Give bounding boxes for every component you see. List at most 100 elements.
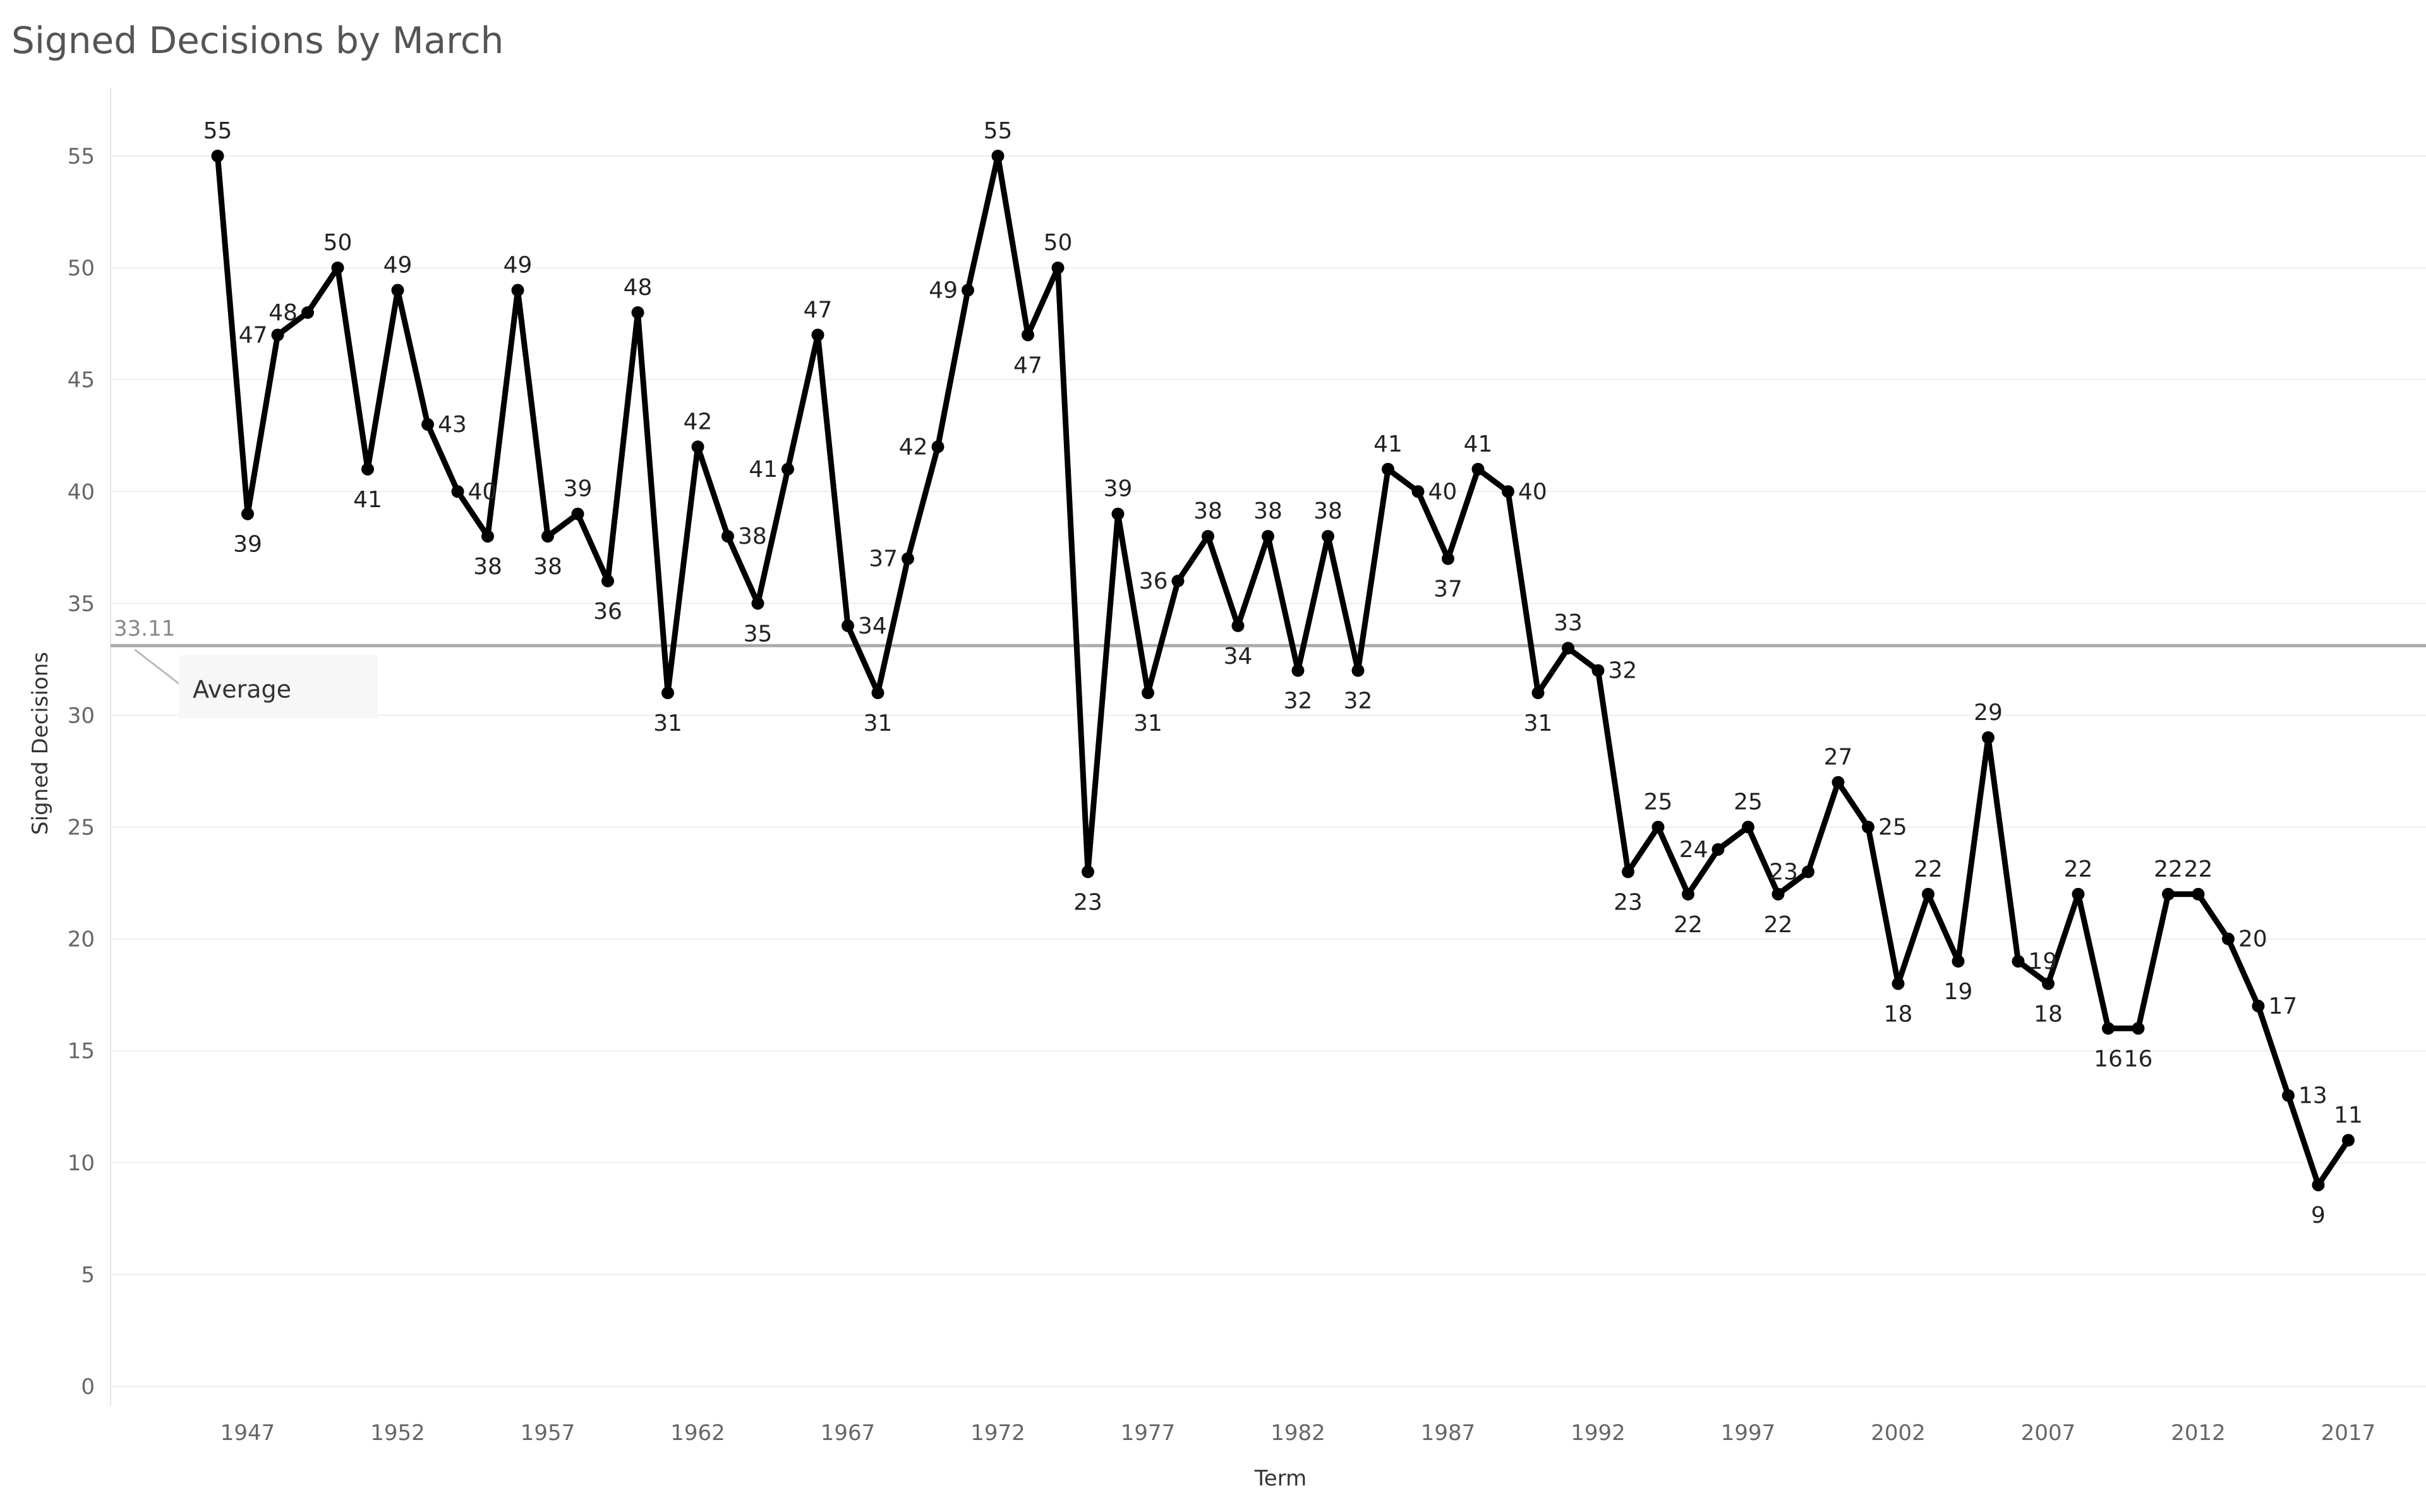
data-point-1947 [241, 507, 254, 520]
data-point-1966 [811, 328, 824, 342]
y-tick-label-50: 50 [68, 256, 95, 281]
data-label-1989: 40 [1518, 479, 1547, 505]
data-point-1965 [782, 462, 794, 476]
y-axis-title: Signed Decisions [28, 652, 53, 835]
data-point-1967 [842, 619, 854, 632]
data-label-1950: 50 [323, 230, 353, 256]
grid-lines [111, 155, 2426, 1387]
data-point-2011 [2162, 887, 2175, 901]
data-point-1948 [271, 328, 284, 342]
data-label-1980: 34 [1224, 644, 1253, 669]
x-tick-label-1952: 1952 [370, 1420, 425, 1446]
data-label-2005: 29 [1974, 700, 2003, 726]
data-point-1955 [481, 530, 494, 543]
data-point-1982 [1291, 664, 1305, 677]
x-tick-label-1982: 1982 [1270, 1420, 1325, 1446]
data-point-1983 [1322, 530, 1334, 543]
data-point-1987 [1442, 552, 1454, 565]
y-tick-label-40: 40 [68, 479, 95, 505]
data-point-1971 [962, 284, 974, 297]
y-tick-label-30: 30 [68, 703, 95, 728]
data-label-2014: 17 [2269, 993, 2298, 1019]
data-label-1970: 42 [899, 434, 928, 460]
data-label-1951: 41 [353, 487, 382, 513]
data-point-1981 [1262, 530, 1274, 543]
data-label-1987: 37 [1433, 577, 1463, 603]
data-point-1946 [211, 150, 224, 162]
data-label-1947: 39 [233, 532, 262, 558]
chart-title: Signed Decisions by March [11, 19, 504, 62]
data-point-1951 [361, 462, 374, 476]
data-label-2016: 9 [2311, 1203, 2326, 1228]
data-label-1999: 23 [1769, 859, 1798, 885]
data-label-1985: 41 [1373, 431, 1403, 457]
data-label-1964: 35 [744, 621, 773, 647]
data-label-1948: 47 [239, 322, 268, 348]
y-tick-label-10: 10 [68, 1151, 95, 1176]
data-label-1988: 41 [1464, 431, 1493, 457]
data-label-1998: 22 [1764, 912, 1793, 938]
data-point-1988 [1471, 462, 1485, 476]
x-tick-label-2002: 2002 [1871, 1420, 1926, 1446]
x-tick-label-1997: 1997 [1721, 1420, 1776, 1446]
data-label-1978: 36 [1139, 568, 1168, 594]
data-point-2017 [2342, 1134, 2355, 1147]
data-labels: 5539474850414943403849383936483142383541… [203, 118, 2363, 1228]
y-tick-label-15: 15 [68, 1039, 95, 1064]
y-tick-label-20: 20 [68, 927, 95, 952]
data-label-1992: 32 [1608, 658, 1638, 684]
data-point-2016 [2312, 1179, 2325, 1192]
data-point-1998 [1771, 887, 1785, 901]
data-point-1950 [331, 261, 344, 275]
x-tick-label-2017: 2017 [2321, 1420, 2376, 1446]
x-tick-label-1962: 1962 [670, 1420, 725, 1446]
data-label-1994: 25 [1644, 789, 1673, 815]
data-label-2003: 22 [1914, 856, 1943, 882]
data-point-1978 [1171, 574, 1185, 587]
data-points [211, 150, 2355, 1192]
x-tick-label-1967: 1967 [821, 1420, 876, 1446]
data-label-1993: 23 [1614, 889, 1643, 915]
data-label-1972: 55 [984, 118, 1013, 144]
data-point-1957 [541, 530, 554, 543]
data-point-1962 [691, 440, 704, 453]
data-point-1974 [1051, 261, 1065, 275]
data-point-1994 [1651, 820, 1665, 834]
average-leader-line [134, 649, 179, 685]
data-label-1965: 41 [749, 457, 778, 483]
x-tick-label-1987: 1987 [1421, 1420, 1476, 1446]
data-point-1976 [1111, 507, 1125, 520]
data-label-1977: 31 [1133, 711, 1162, 736]
data-point-1990 [1531, 687, 1545, 700]
data-point-1961 [661, 687, 674, 700]
data-point-2010 [2132, 1022, 2145, 1035]
data-point-1969 [902, 552, 914, 565]
data-point-1999 [1802, 865, 1814, 879]
data-label-1968: 31 [864, 711, 893, 736]
data-label-2006: 19 [2029, 949, 2058, 975]
data-point-1991 [1562, 642, 1574, 655]
data-point-1980 [1231, 619, 1245, 632]
data-label-1963: 38 [738, 524, 767, 549]
data-point-1953 [421, 418, 434, 431]
x-tick-label-1947: 1947 [220, 1420, 275, 1446]
data-point-2009 [2102, 1022, 2115, 1035]
data-label-2008: 22 [2064, 856, 2093, 882]
x-axis-title: Term [1254, 1466, 1307, 1491]
data-point-1984 [1351, 664, 1365, 677]
data-label-1983: 38 [1313, 498, 1343, 524]
data-label-1975: 23 [1073, 889, 1102, 915]
data-point-1964 [751, 597, 764, 610]
data-label-2002: 18 [1884, 1001, 1913, 1027]
data-label-1961: 31 [653, 711, 682, 736]
data-point-2005 [1982, 731, 1995, 744]
data-label-2000: 27 [1824, 745, 1853, 771]
data-label-1960: 48 [624, 275, 653, 301]
data-label-1982: 32 [1284, 688, 1313, 714]
y-tick-label-5: 5 [81, 1263, 95, 1288]
data-point-1952 [391, 284, 404, 297]
data-point-2015 [2282, 1089, 2295, 1102]
data-point-1958 [571, 507, 584, 520]
x-tick-label-2012: 2012 [2171, 1420, 2226, 1446]
